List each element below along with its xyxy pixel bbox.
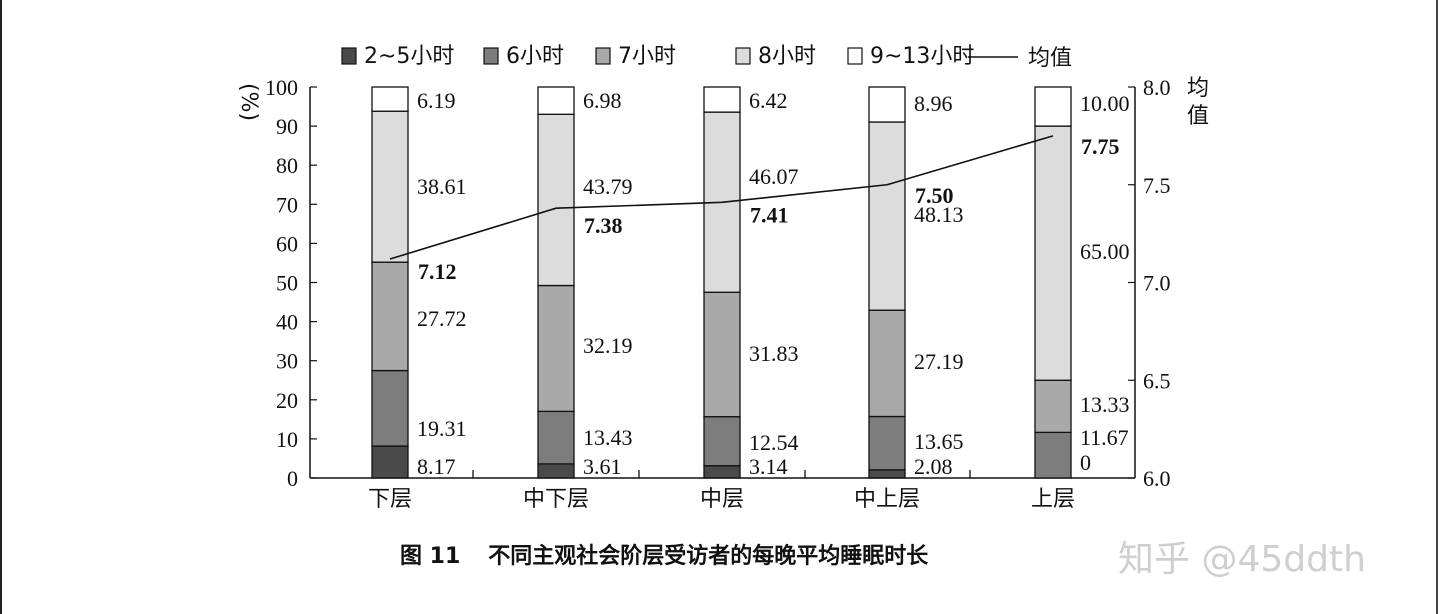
value-label: 32.19: [583, 333, 633, 358]
value-label: 13.65: [914, 429, 964, 454]
y-tick-label: 20: [276, 388, 298, 413]
right-border: [1436, 0, 1438, 614]
legend-label: 2~5小时: [364, 44, 454, 69]
bar-segment: [868, 415, 906, 471]
y2-tick-label: 7.0: [1143, 271, 1171, 296]
figure-title: 不同主观社会阶层受访者的每晚平均睡眠时长: [488, 544, 929, 569]
y-tick-label: 70: [276, 192, 298, 217]
legend-label: 8小时: [758, 44, 816, 69]
x-tick-label: 上层: [1031, 487, 1075, 512]
y2-tick-label: 6.5: [1143, 368, 1171, 393]
value-label: 6.19: [417, 88, 456, 113]
legend-label: 7小时: [618, 44, 676, 69]
value-label: 38.61: [417, 174, 467, 199]
y-tick-label: 80: [276, 153, 298, 178]
value-label: 3.61: [583, 454, 622, 479]
y-tick-label: 90: [276, 114, 298, 139]
y2-tick-label: 6.0: [1143, 466, 1171, 491]
y-tick-label: 0: [287, 466, 298, 491]
bar-segment: [703, 291, 741, 418]
bar-segment: [703, 416, 741, 467]
y2-axis-title: 值: [1187, 104, 1209, 129]
y-tick-label: 40: [276, 310, 298, 335]
figure-caption: 图 11 不同主观社会阶层受访者的每晚平均睡眠时长: [400, 538, 928, 570]
legend-swatch: [595, 47, 611, 65]
legend-swatch: [847, 47, 863, 65]
watermark: 知乎 @45ddth: [1118, 539, 1366, 580]
value-label: 8.96: [914, 91, 953, 116]
value-label: 0: [1080, 450, 1091, 475]
y-tick-label: 100: [265, 75, 298, 100]
mean-value-label: 7.38: [584, 213, 623, 238]
bar-segment: [1034, 125, 1072, 381]
bar-segment: [1034, 431, 1072, 479]
value-label: 43.79: [583, 174, 633, 199]
value-label: 65.00: [1080, 239, 1130, 264]
bar-segment: [868, 469, 906, 479]
bar-segment: [537, 284, 575, 413]
bar-segment: [371, 369, 409, 447]
figure-number: 图 11: [400, 544, 461, 569]
bar-segment: [371, 86, 409, 112]
value-label: 31.83: [749, 341, 799, 366]
bar-segment: [537, 86, 575, 115]
y-tick-label: 60: [276, 231, 298, 256]
left-border: [0, 0, 2, 614]
mean-value-label: 7.75: [1081, 134, 1120, 159]
y-tick-label: 30: [276, 349, 298, 374]
mean-value-label: 7.41: [750, 202, 789, 227]
bar-segment: [1034, 86, 1072, 127]
value-label: 48.13: [914, 202, 964, 227]
legend-swatch: [341, 47, 357, 65]
y-axis-title: (%): [236, 83, 261, 121]
legend-label: 均值: [1028, 46, 1072, 71]
mean-value-label: 7.50: [915, 183, 954, 208]
bar-segment: [868, 86, 906, 123]
bar-segment: [537, 410, 575, 465]
bar-segment: [537, 113, 575, 287]
value-label: 11.67: [1080, 425, 1129, 450]
y2-tick-label: 8.0: [1143, 75, 1171, 100]
legend-label: 6小时: [506, 44, 564, 69]
value-label: 6.98: [583, 88, 622, 113]
value-label: 13.33: [1080, 392, 1130, 417]
y-tick-label: 10: [276, 427, 298, 452]
y2-axis-title: 均: [1187, 76, 1209, 101]
value-label: 46.07: [749, 164, 799, 189]
value-label: 2.08: [914, 454, 953, 479]
bar-segment: [1034, 379, 1072, 434]
value-label: 13.43: [583, 425, 633, 450]
bar-segment: [371, 110, 409, 263]
x-tick-label: 中上层: [854, 487, 920, 512]
legend-label: 9~13小时: [870, 44, 974, 69]
legend-swatch: [735, 47, 751, 65]
mean-line: [389, 135, 1054, 260]
value-label: 12.54: [749, 430, 799, 455]
legend-swatch: [483, 47, 499, 65]
bar-segment: [537, 463, 575, 479]
x-tick-label: 下层: [368, 487, 412, 512]
y-tick-label: 50: [276, 271, 298, 296]
bar-segment: [703, 86, 741, 113]
bar-segment: [868, 121, 906, 311]
value-label: 8.17: [417, 454, 456, 479]
mean-value-label: 7.12: [418, 259, 457, 284]
value-label: 10.00: [1080, 91, 1130, 116]
value-label: 6.42: [749, 88, 788, 113]
bar-segment: [868, 309, 906, 418]
bar-segment: [371, 261, 409, 372]
value-label: 27.19: [914, 349, 964, 374]
value-label: 3.14: [749, 454, 788, 479]
bar-segment: [371, 445, 409, 479]
value-label: 27.72: [417, 306, 467, 331]
bar-segment: [703, 465, 741, 479]
value-label: 19.31: [417, 416, 467, 441]
x-tick-label: 中下层: [523, 487, 589, 512]
x-tick-label: 中层: [700, 487, 744, 512]
y2-tick-label: 7.5: [1143, 173, 1171, 198]
